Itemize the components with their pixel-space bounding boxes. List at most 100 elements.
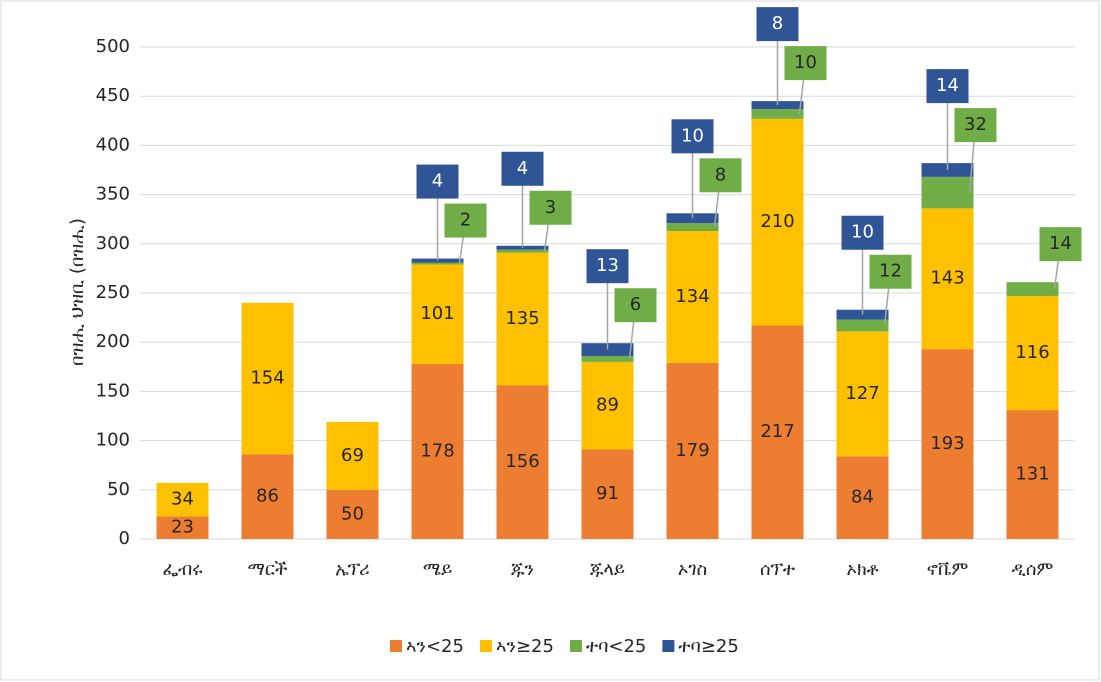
bar-segment <box>1006 282 1059 296</box>
callout-box <box>954 108 997 143</box>
bar-segment <box>496 245 549 250</box>
data-label: 8 <box>772 13 783 34</box>
bar-segment <box>156 516 209 539</box>
bar-segment <box>496 249 549 253</box>
x-tick-label: ኖቬም <box>927 559 969 580</box>
bar-segment <box>411 262 464 265</box>
data-label: 193 <box>930 433 964 454</box>
callout-box <box>444 203 487 238</box>
data-label: 135 <box>505 308 539 329</box>
data-label: 179 <box>675 440 709 461</box>
x-tick-label: ኦገስ <box>678 559 707 580</box>
callout-box <box>699 158 742 193</box>
bar-segment <box>496 252 549 386</box>
callout-box <box>671 119 714 154</box>
callout-box <box>784 46 827 81</box>
data-label: 143 <box>930 268 964 289</box>
data-label: 210 <box>760 211 794 232</box>
data-label: 8 <box>715 164 726 185</box>
data-label: 2 <box>460 210 471 231</box>
legend-label: ተባ<25 <box>586 636 646 657</box>
y-tick-label: 400 <box>96 134 130 155</box>
data-label: 23 <box>171 517 194 538</box>
y-tick-label: 350 <box>96 184 130 205</box>
bar-segment <box>836 331 889 457</box>
data-label: 4 <box>517 158 528 179</box>
bar-segment <box>836 456 889 539</box>
y-tick-label: 100 <box>96 430 130 451</box>
data-label: 10 <box>851 222 874 243</box>
y-tick-label: 0 <box>119 528 130 549</box>
y-tick-label: 300 <box>96 233 130 254</box>
legend-label: ኣን≥25 <box>496 636 554 657</box>
callout-box <box>1039 227 1082 262</box>
data-label: 131 <box>1015 464 1049 485</box>
bar-segment <box>326 421 379 490</box>
data-label: 50 <box>341 503 364 524</box>
y-tick-label: 500 <box>96 36 130 57</box>
legend-label: ተባ≥25 <box>678 636 738 657</box>
data-label: 116 <box>1015 342 1049 363</box>
y-axis-title: በዝሒ ህዝቢ (በዝሒ) <box>67 218 88 366</box>
data-label: 10 <box>681 125 704 146</box>
data-label: 101 <box>420 303 454 324</box>
data-label: 127 <box>845 383 879 404</box>
callout-box <box>501 151 544 186</box>
data-label: 89 <box>596 395 619 416</box>
callout-box <box>614 288 657 323</box>
data-label: 217 <box>760 421 794 442</box>
bar-segment <box>581 449 634 539</box>
bar-segment <box>1006 295 1059 411</box>
bar-segment <box>411 264 464 364</box>
data-label: 14 <box>1049 233 1072 254</box>
x-tick-label: ማርች <box>247 559 287 580</box>
bar-segment <box>581 361 634 450</box>
callout-box <box>586 249 629 284</box>
callout-box <box>529 190 572 225</box>
callout-box <box>841 215 884 250</box>
bar-segment <box>751 118 804 326</box>
x-tick-label: ጁላይ <box>590 559 625 580</box>
legend-swatch <box>390 640 402 652</box>
x-tick-label: ሰፕተ <box>760 559 795 580</box>
y-tick-label: 250 <box>96 282 130 303</box>
legend-swatch <box>479 640 492 652</box>
data-label: 134 <box>675 286 709 307</box>
legend-label: ኣን<25 <box>406 636 464 657</box>
bar-segment <box>921 176 974 209</box>
data-label: 6 <box>630 294 641 315</box>
data-label: 34 <box>171 489 194 510</box>
data-label: 84 <box>851 487 874 508</box>
bar-segment <box>921 208 974 350</box>
x-tick-label: ጁን <box>511 559 534 580</box>
data-label: 156 <box>505 451 539 472</box>
data-label: 91 <box>596 483 619 504</box>
x-tick-label: ፌብሩ <box>162 559 203 580</box>
x-tick-label: ኦክቶ <box>846 559 878 580</box>
bar-segment <box>751 108 804 119</box>
callout-box <box>416 164 459 199</box>
legend-swatch <box>662 640 675 652</box>
bar-segment <box>836 319 889 332</box>
bar-segment <box>751 325 804 539</box>
bar-segment <box>581 355 634 362</box>
data-label: 12 <box>879 261 902 282</box>
bar-segment <box>241 454 294 539</box>
data-label: 13 <box>596 255 619 276</box>
x-tick-label: ዲሰም <box>1012 559 1054 580</box>
y-tick-label: 200 <box>96 331 130 352</box>
data-label: 14 <box>936 75 959 96</box>
bar-segment <box>241 302 294 455</box>
data-label: 69 <box>341 445 364 466</box>
bar-segment <box>156 482 209 517</box>
y-tick-label: 450 <box>96 85 130 106</box>
data-label: 10 <box>794 52 817 73</box>
data-label: 4 <box>432 171 443 192</box>
x-tick-label: ኤፕሪ <box>335 559 369 580</box>
bar-segment <box>666 223 719 232</box>
data-label: 154 <box>250 368 284 389</box>
bar-segment <box>666 362 719 539</box>
data-label: 32 <box>964 114 987 135</box>
